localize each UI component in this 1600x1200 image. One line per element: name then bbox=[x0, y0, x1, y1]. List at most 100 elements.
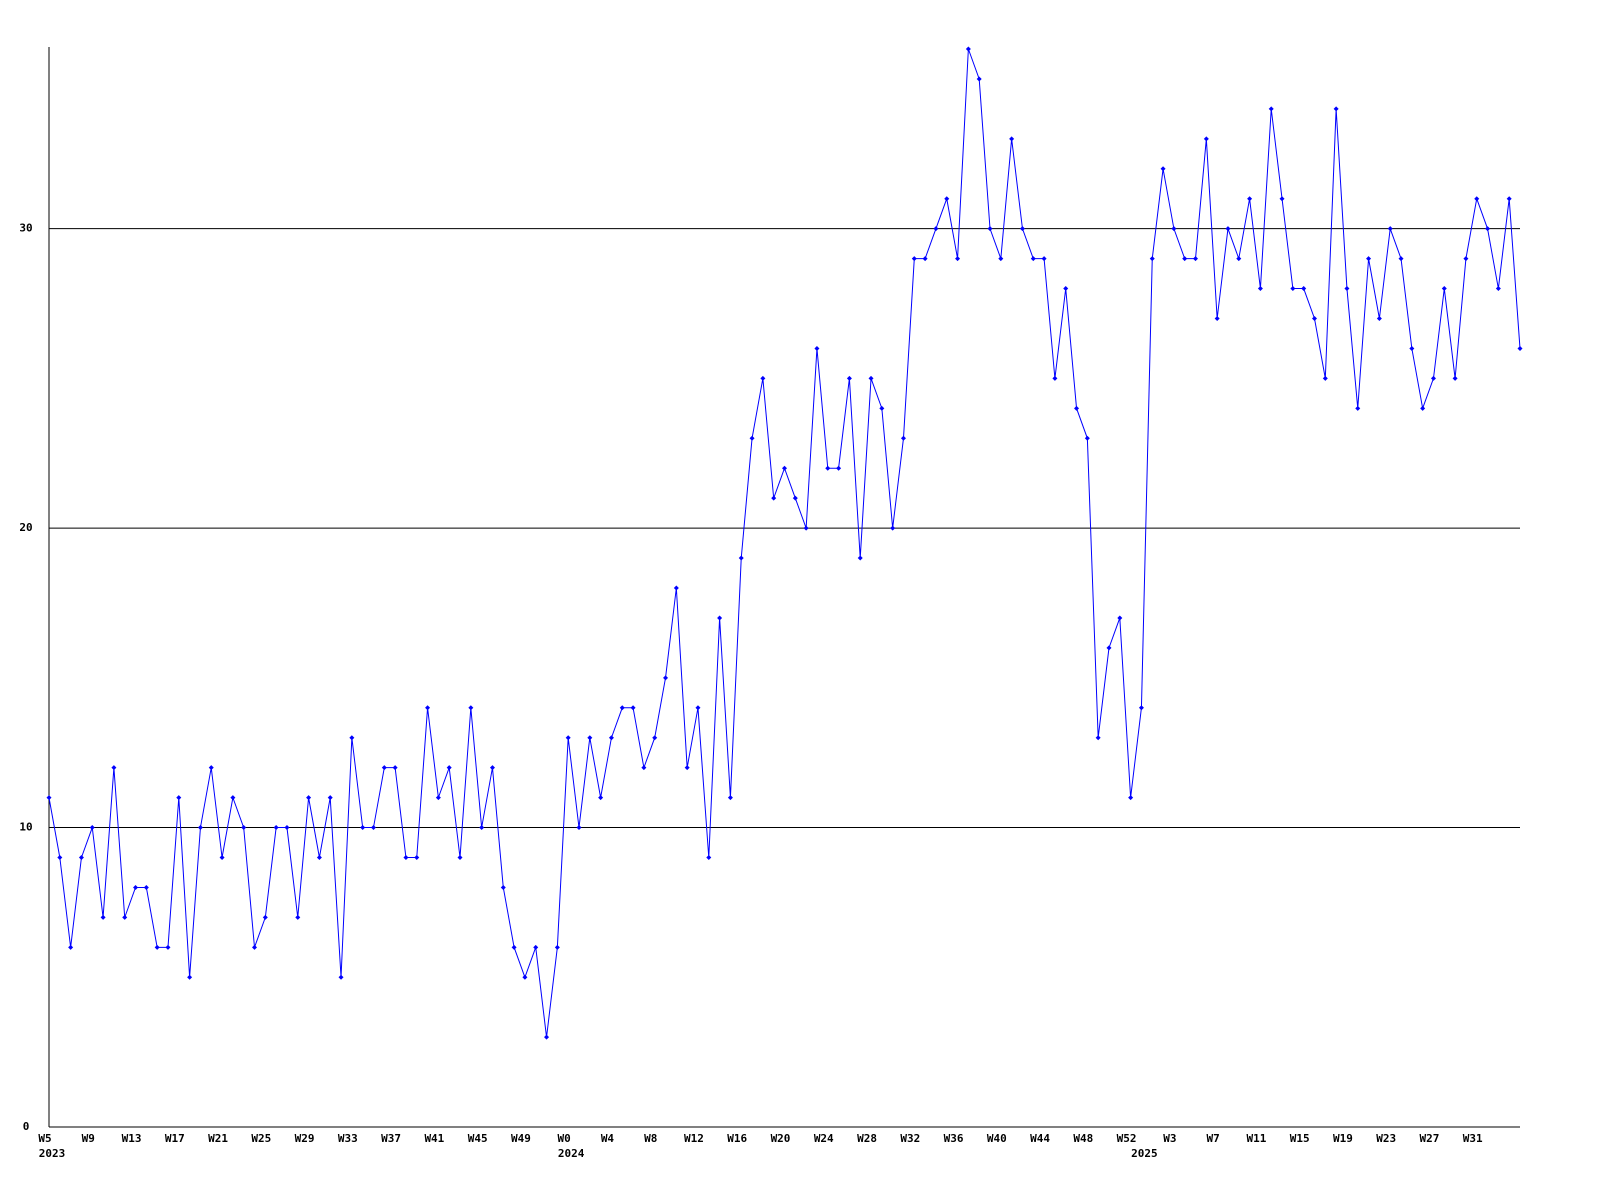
data-point bbox=[727, 795, 733, 801]
data-point bbox=[587, 735, 593, 741]
x-tick-label: W20 bbox=[771, 1132, 791, 1145]
data-point bbox=[879, 405, 885, 411]
data-point bbox=[1160, 166, 1166, 172]
y-tick-label: 20 bbox=[19, 521, 32, 534]
data-point bbox=[446, 765, 452, 771]
data-point bbox=[933, 226, 939, 232]
data-point bbox=[57, 855, 63, 860]
data-point bbox=[111, 765, 117, 771]
x-tick-label: W36 bbox=[944, 1132, 964, 1145]
data-point bbox=[1409, 345, 1415, 351]
data-point bbox=[1063, 286, 1069, 292]
y-tick-label: 10 bbox=[19, 821, 32, 834]
data-point bbox=[695, 705, 701, 711]
data-point bbox=[381, 765, 387, 771]
data-point bbox=[663, 675, 669, 681]
data-point bbox=[1344, 286, 1350, 292]
data-point bbox=[1214, 316, 1220, 321]
x-tick-label: W11 bbox=[1246, 1132, 1266, 1145]
data-point bbox=[825, 465, 831, 471]
data-point bbox=[1441, 286, 1447, 292]
data-point bbox=[327, 795, 333, 801]
data-point bbox=[868, 375, 874, 381]
x-tick-label: W16 bbox=[727, 1132, 747, 1145]
data-point bbox=[479, 825, 485, 831]
data-point bbox=[1019, 226, 1025, 232]
data-point bbox=[1355, 405, 1361, 411]
data-point bbox=[241, 825, 247, 831]
data-point bbox=[68, 944, 74, 950]
x-tick-label: W7 bbox=[1207, 1132, 1220, 1145]
x-group-label: 2025 bbox=[1131, 1147, 1158, 1160]
data-point bbox=[133, 884, 139, 890]
data-point bbox=[1236, 256, 1242, 262]
data-point bbox=[1225, 226, 1231, 232]
x-tick-label: W52 bbox=[1117, 1132, 1137, 1145]
data-point bbox=[187, 974, 193, 980]
data-point bbox=[46, 795, 52, 801]
data-point bbox=[706, 855, 712, 860]
x-group-label: 2024 bbox=[558, 1147, 585, 1160]
data-point bbox=[360, 825, 366, 831]
x-tick-label: W48 bbox=[1073, 1132, 1093, 1145]
data-point bbox=[511, 944, 517, 950]
data-point bbox=[998, 256, 1004, 262]
data-point bbox=[1376, 316, 1382, 321]
data-point bbox=[1041, 256, 1047, 262]
data-point bbox=[208, 765, 214, 771]
data-point bbox=[1074, 405, 1080, 411]
x-tick-label: W25 bbox=[251, 1132, 271, 1145]
data-point bbox=[900, 435, 906, 441]
data-point bbox=[1301, 286, 1307, 292]
data-point bbox=[782, 465, 787, 471]
data-point bbox=[1322, 375, 1328, 381]
data-point bbox=[565, 735, 571, 741]
data-point bbox=[1387, 226, 1393, 232]
data-point bbox=[652, 735, 658, 741]
x-tick-label: W28 bbox=[857, 1132, 877, 1145]
x-tick-label: W23 bbox=[1376, 1132, 1396, 1145]
y-tick-label: 30 bbox=[19, 222, 32, 235]
data-point bbox=[338, 974, 344, 980]
data-point bbox=[1474, 196, 1480, 202]
data-point bbox=[295, 914, 301, 920]
series-line bbox=[48, 48, 1521, 1038]
data-point bbox=[1452, 375, 1458, 381]
data-point bbox=[1279, 196, 1285, 202]
x-tick-label: W37 bbox=[381, 1132, 401, 1145]
data-point bbox=[641, 765, 647, 771]
data-point bbox=[122, 914, 128, 920]
data-point bbox=[1117, 615, 1123, 621]
data-point bbox=[1366, 256, 1372, 262]
data-point bbox=[1128, 795, 1134, 801]
x-tick-label: W8 bbox=[644, 1132, 657, 1145]
x-tick-label: W45 bbox=[468, 1132, 488, 1145]
data-point bbox=[230, 795, 236, 801]
data-point bbox=[749, 435, 755, 441]
data-point bbox=[1506, 196, 1512, 202]
data-point bbox=[1095, 735, 1101, 741]
data-point bbox=[1485, 226, 1491, 232]
data-point bbox=[1084, 435, 1090, 441]
data-point bbox=[262, 914, 268, 920]
data-point bbox=[911, 256, 917, 262]
data-point bbox=[403, 855, 409, 860]
data-point bbox=[100, 914, 106, 920]
data-point bbox=[792, 495, 798, 501]
x-tick-label: W33 bbox=[338, 1132, 358, 1145]
data-point bbox=[955, 256, 961, 262]
data-point bbox=[425, 705, 431, 711]
y-tick-label: 0 bbox=[23, 1120, 30, 1133]
data-point bbox=[1495, 286, 1501, 292]
x-tick-label: W15 bbox=[1290, 1132, 1310, 1145]
data-point bbox=[1171, 226, 1177, 232]
x-tick-label: W5 bbox=[38, 1132, 51, 1145]
data-point bbox=[1193, 256, 1199, 262]
x-tick-label: W29 bbox=[295, 1132, 315, 1145]
data-point bbox=[684, 765, 690, 771]
data-point bbox=[922, 256, 928, 262]
data-point bbox=[392, 765, 398, 771]
data-point bbox=[738, 555, 744, 561]
data-point bbox=[1311, 316, 1317, 321]
data-point bbox=[1517, 345, 1523, 351]
